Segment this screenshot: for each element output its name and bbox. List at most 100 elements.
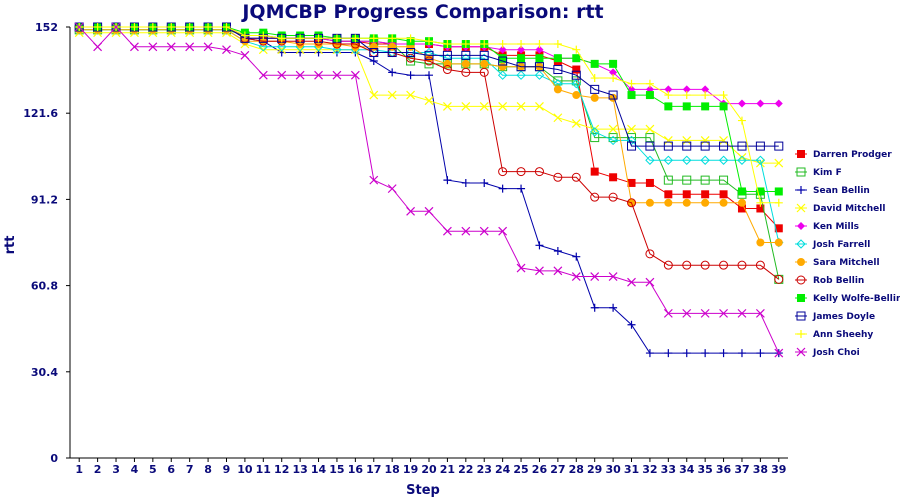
legend-marker (797, 330, 805, 338)
legend-item-ken-mills: Ken Mills (795, 222, 859, 232)
x-tick-label: 11 (256, 463, 271, 476)
data-point (627, 198, 637, 208)
data-point (461, 178, 470, 187)
x-tick-label: 12 (274, 463, 289, 476)
legend-label: Ken Mills (813, 222, 859, 232)
data-point (682, 198, 691, 207)
legend-item-rob-bellin: Rob Bellin (795, 275, 864, 286)
data-point (240, 31, 249, 40)
chart-title: JQMCBP Progress Comparison: rtt (240, 1, 603, 23)
data-point (222, 23, 231, 31)
data-point (424, 96, 434, 106)
legend-item-sean-bellin: Sean Bellin (795, 186, 870, 196)
data-point (535, 40, 544, 49)
x-tick-label: 24 (495, 463, 511, 476)
data-point (756, 99, 765, 108)
data-point (645, 141, 655, 151)
data-point (74, 22, 84, 32)
data-point (755, 141, 765, 151)
data-point (498, 40, 507, 49)
data-point (442, 65, 452, 75)
x-tick-label: 35 (697, 463, 712, 476)
x-tick-label: 8 (204, 463, 212, 476)
data-point (572, 54, 581, 63)
data-point (682, 349, 691, 358)
data-point (497, 70, 508, 80)
data-point (406, 48, 416, 58)
legend-item-kim-f: Kim F (795, 167, 842, 178)
x-tick-label: 33 (661, 463, 676, 476)
data-point (589, 127, 600, 137)
x-tick-label: 36 (716, 463, 732, 476)
x-tick-label: 9 (223, 463, 231, 476)
x-tick-label: 23 (477, 463, 492, 476)
data-point (645, 124, 655, 134)
data-point (609, 303, 618, 312)
data-point (737, 99, 746, 108)
data-point (608, 192, 618, 202)
data-point (737, 141, 747, 151)
data-point (277, 70, 287, 80)
data-point (498, 62, 507, 71)
x-tick-label: 31 (624, 463, 639, 476)
legend-marker (797, 222, 805, 230)
x-tick-label: 20 (421, 463, 437, 476)
x-axis-label: Step (406, 483, 440, 498)
data-point (406, 53, 416, 63)
x-tick-label: 19 (403, 463, 418, 476)
legend-item-josh-choi: Josh Choi (795, 347, 860, 358)
data-point (388, 34, 397, 43)
data-point (701, 102, 710, 111)
data-point (369, 48, 379, 58)
data-point (645, 79, 654, 88)
series-ann-sheehy (75, 23, 783, 207)
data-point (167, 23, 176, 31)
data-point (609, 68, 618, 77)
data-point (609, 74, 618, 83)
x-tick-label: 28 (569, 463, 584, 476)
y-tick-label: 60.8 (31, 280, 58, 293)
x-tick-label: 25 (513, 463, 528, 476)
data-point (737, 260, 747, 270)
data-point (461, 226, 471, 236)
data-point (498, 226, 508, 236)
legend-item-darren-prodger: Darren Prodger (795, 150, 892, 160)
legend-marker (797, 294, 805, 302)
data-point (516, 263, 526, 273)
data-point (627, 320, 636, 329)
data-point (369, 90, 379, 100)
data-point (756, 238, 765, 247)
data-point (387, 48, 397, 58)
data-point (406, 34, 415, 43)
data-point (756, 204, 765, 213)
data-point (258, 70, 268, 80)
series-line (79, 29, 780, 280)
data-point (627, 79, 636, 88)
x-tick-label: 15 (329, 463, 344, 476)
data-point (627, 91, 636, 100)
x-tick-label: 6 (167, 463, 175, 476)
x-tick-label: 16 (348, 463, 364, 476)
data-point (277, 34, 286, 43)
data-point (664, 102, 673, 111)
data-point (756, 187, 765, 196)
data-point (553, 266, 563, 276)
data-point (443, 40, 452, 49)
data-point (148, 42, 158, 52)
data-point (553, 40, 562, 49)
data-point (535, 45, 544, 54)
data-point (645, 277, 655, 287)
data-point (719, 349, 728, 358)
series-josh-choi (74, 22, 784, 358)
legend-marker (796, 167, 806, 177)
data-point (498, 45, 507, 54)
y-tick-label: 121.6 (23, 107, 58, 120)
legend-label: Sara Mitchell (813, 258, 880, 268)
legend-label: Sean Bellin (813, 186, 870, 196)
x-tick-label: 17 (366, 463, 381, 476)
data-point (406, 71, 415, 80)
x-tick-label: 3 (112, 463, 120, 476)
data-point (534, 62, 544, 72)
